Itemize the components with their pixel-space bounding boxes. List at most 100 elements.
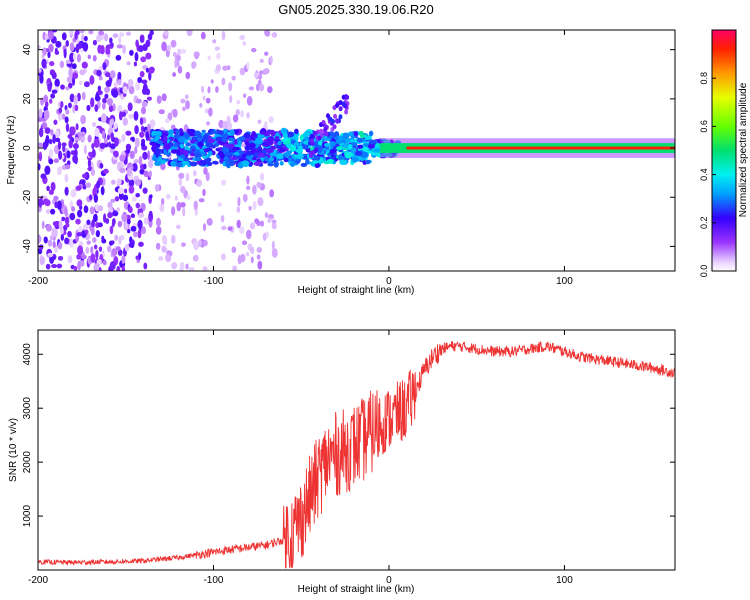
snr-panel: -200 -100 0 100 1000 2000 3000 4000 Height of s… [8,329,676,595]
noise-blob [86,240,91,245]
band-blob [217,150,224,157]
noise-blob [181,106,187,112]
band-blob [275,136,280,140]
band-blob [352,156,359,162]
band-blob [170,162,177,167]
noise-blob [222,120,228,130]
noise-blob [70,150,76,156]
band-blob [283,157,289,163]
arm-blob [317,135,322,141]
noise-blob [52,134,56,144]
noise-blob [111,220,115,228]
noise-blob [44,165,51,175]
band-blob [248,142,256,149]
noise-blob [79,30,85,34]
band-blob [275,132,280,137]
noise-blob [119,32,125,38]
band-blob [357,144,364,149]
noise-blob [106,134,111,141]
band-blob [228,137,235,142]
arm-blob [332,105,337,111]
noise-blob [239,226,245,234]
noise-blob [216,52,221,60]
noise-blob [133,110,139,121]
noise-blob [121,133,126,142]
noise-blob [47,51,51,59]
noise-blob [60,101,64,109]
noise-blob [172,51,177,58]
noise-blob [72,52,76,61]
noise-blob [62,144,66,153]
noise-blob [177,65,183,74]
band-blob [348,131,354,137]
noise-blob [186,30,193,37]
arm-blob [328,116,333,122]
noise-blob [108,207,114,214]
band-blob [189,161,198,167]
noise-blob [129,49,134,56]
band-blob [233,151,241,156]
noise-blob [50,69,56,74]
noise-blob [60,84,65,90]
noise-blob [147,123,152,132]
spectrogram-xlabel: Height of straight line (km) [298,285,415,296]
noise-blob [65,86,70,91]
noise-blob [180,185,186,194]
noise-blob [155,226,162,235]
noise-blob [139,117,144,126]
noise-blob [41,122,48,129]
noise-blob [83,81,90,88]
band-blob [239,157,245,162]
band-blob [244,145,251,151]
noise-blob [171,262,178,270]
noise-blob [81,254,87,260]
band-blob [162,132,169,137]
noise-blob [74,104,79,112]
noise-blob [119,154,126,162]
noise-blob [90,246,94,254]
noise-blob [231,246,237,254]
band-blob [263,155,269,161]
noise-blob [221,253,226,261]
noise-blob [113,81,119,88]
band-blob [197,141,204,148]
noise-blob [110,132,115,140]
noise-blob [91,143,95,150]
band-blob [354,150,363,156]
noise-blob [116,246,121,251]
noise-blob [93,138,100,148]
noise-blob [246,185,251,191]
noise-blob [248,86,255,91]
noise-blob [232,265,238,271]
noise-blob [80,136,86,142]
noise-blob [40,173,47,180]
noise-blob [198,198,205,203]
noise-blob [105,80,112,88]
band-blob [177,136,186,143]
noise-blob [134,137,140,148]
noise-blob [202,223,207,232]
band-blob [163,149,168,156]
noise-blob [52,221,58,227]
noise-blob [112,210,119,217]
noise-blob [57,255,64,261]
noise-blob [214,46,220,51]
noise-blob [38,127,44,138]
arm-blob [345,94,350,100]
noise-blob [192,254,199,262]
noise-blob [145,131,150,141]
noise-blob [159,203,165,213]
noise-blob [117,79,122,86]
noise-blob [269,55,273,65]
noise-blob [81,33,85,43]
noise-blob [119,167,126,174]
noise-blob [88,30,94,35]
noise-blob [93,263,100,271]
noise-blob [236,100,241,105]
noise-blob [104,86,111,93]
noise-blob [149,194,153,199]
band-blob [189,145,196,150]
band-blob [207,150,213,156]
x-tick-label: 100 [556,575,573,586]
band-blob [202,134,209,142]
